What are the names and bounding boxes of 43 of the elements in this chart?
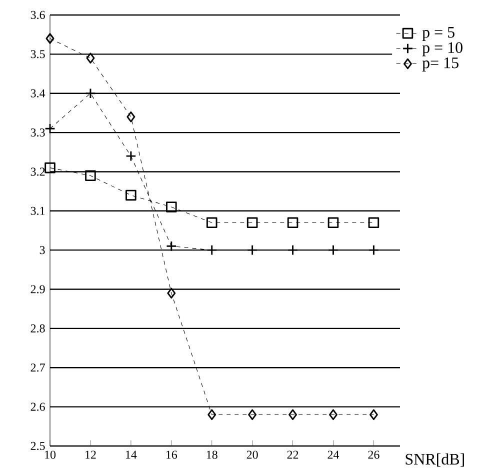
point	[248, 409, 257, 420]
y-tick-label: 2.9	[30, 285, 45, 294]
point	[368, 217, 380, 228]
point	[329, 409, 338, 420]
x-axis-title: SNR[dB]	[406, 453, 464, 467]
legend-label: p= 15	[422, 58, 458, 72]
x-tick-label: 10	[45, 450, 56, 459]
y-tick-label: 2.6	[30, 402, 45, 411]
y-tick-label: 3.1	[30, 206, 45, 215]
point	[167, 288, 176, 299]
y-tick-label: 3.6	[30, 10, 45, 20]
point	[86, 52, 95, 64]
point	[46, 33, 54, 44]
y-tick-label: 3.5	[30, 50, 45, 58]
y-tick-label: 3	[40, 246, 45, 254]
point	[369, 409, 378, 420]
x-tick-label: 14	[126, 450, 137, 459]
point	[126, 111, 136, 122]
point	[328, 217, 339, 228]
point	[85, 170, 96, 182]
point	[44, 162, 56, 174]
x-tick-label: 20	[246, 450, 258, 459]
x-tick-label: 12	[86, 450, 96, 459]
point	[206, 217, 218, 228]
point	[166, 202, 177, 212]
legend-label: p = 5	[422, 27, 454, 41]
x-tick-label: 18	[206, 450, 218, 459]
x-tick-label: 26	[368, 450, 380, 459]
point	[288, 409, 298, 420]
point	[208, 409, 216, 420]
legend-label: p = 10	[422, 42, 462, 56]
point	[126, 190, 136, 201]
x-tick-label: 22	[287, 450, 298, 459]
y-tick-label: 2.8	[30, 324, 45, 333]
y-tick-label: 3.4	[30, 89, 46, 98]
x-tick-label: 24	[328, 450, 340, 459]
point	[287, 217, 298, 228]
y-tick-label: 3.3	[30, 128, 45, 137]
point	[246, 217, 258, 228]
y-tick-label: 3.2	[30, 168, 45, 176]
y-tick-label: 2.5	[30, 442, 45, 450]
y-tick-label: 2.7	[30, 364, 45, 372]
x-tick-label: 16	[166, 450, 178, 459]
